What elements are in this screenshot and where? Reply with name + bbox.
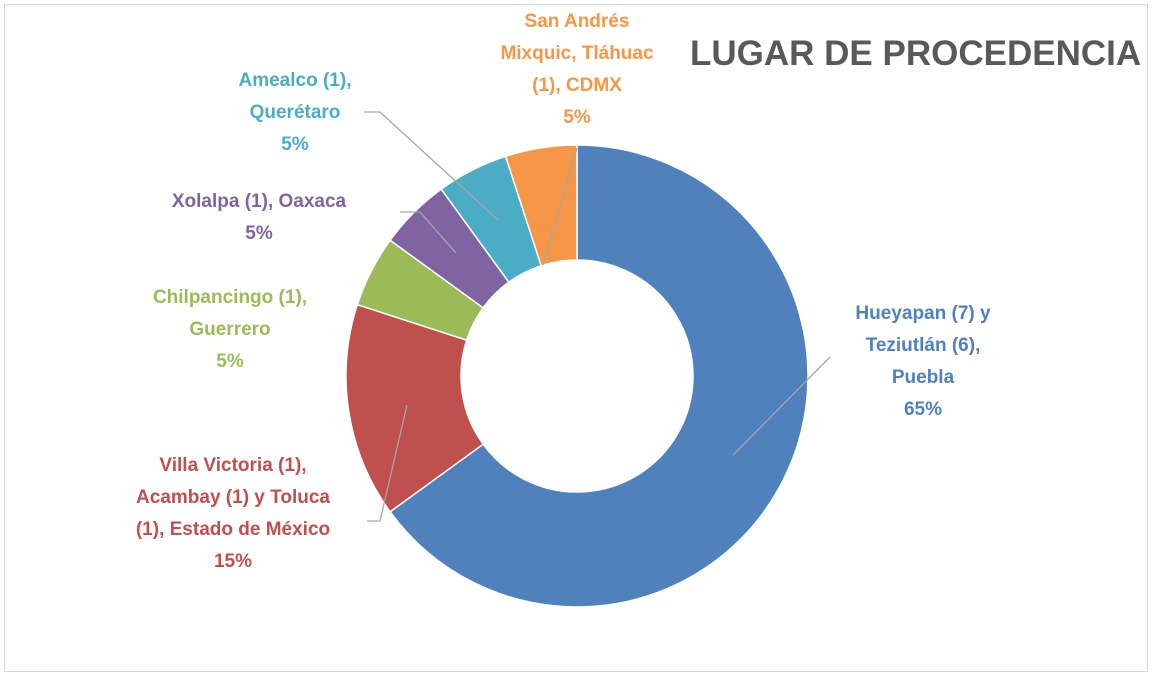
data-label: Chilpancingo (1), Guerrero 5%	[135, 282, 325, 378]
data-label: San Andrés Mixquic, Tláhuac (1), CDMX 5%	[492, 6, 662, 134]
data-label-value: 5%	[563, 107, 591, 128]
data-label: Hueyapan (7) y Teziutlán (6), Puebla 65%	[838, 298, 1008, 426]
data-label-value: 5%	[216, 351, 244, 372]
leader-line	[732, 356, 831, 456]
data-label-value: 15%	[213, 551, 253, 572]
leader-line	[367, 404, 408, 522]
data-label-value: 65%	[903, 399, 943, 420]
data-label-category: Xolalpa (1), Oaxaca	[171, 191, 347, 212]
data-label-category: Hueyapan (7) y Teziutlán (6), Puebla	[855, 303, 991, 388]
donut-slice	[345, 303, 485, 513]
leader-line	[400, 211, 457, 254]
data-label: Villa Victoria (1), Acambay (1) y Toluca…	[136, 450, 331, 578]
data-label-category: San Andrés Mixquic, Tláhuac (1), CDMX	[500, 11, 654, 96]
data-label: Amealco (1), Querétaro 5%	[215, 65, 375, 161]
data-label-category: Villa Victoria (1), Acambay (1) y Toluca…	[135, 455, 331, 540]
data-label-value: 5%	[245, 223, 273, 244]
data-label: Xolalpa (1), Oaxaca 5%	[119, 186, 399, 250]
leader-line	[364, 111, 499, 221]
donut-slice	[504, 144, 578, 267]
donut-slice	[389, 144, 809, 608]
chart-title: LUGAR DE PROCEDENCIA	[690, 34, 1142, 73]
data-label-category: Amealco (1), Querétaro	[238, 70, 352, 123]
data-label-value: 5%	[281, 134, 309, 155]
data-label-category: Chilpancingo (1), Guerrero	[152, 287, 308, 340]
leader-line	[542, 147, 578, 266]
